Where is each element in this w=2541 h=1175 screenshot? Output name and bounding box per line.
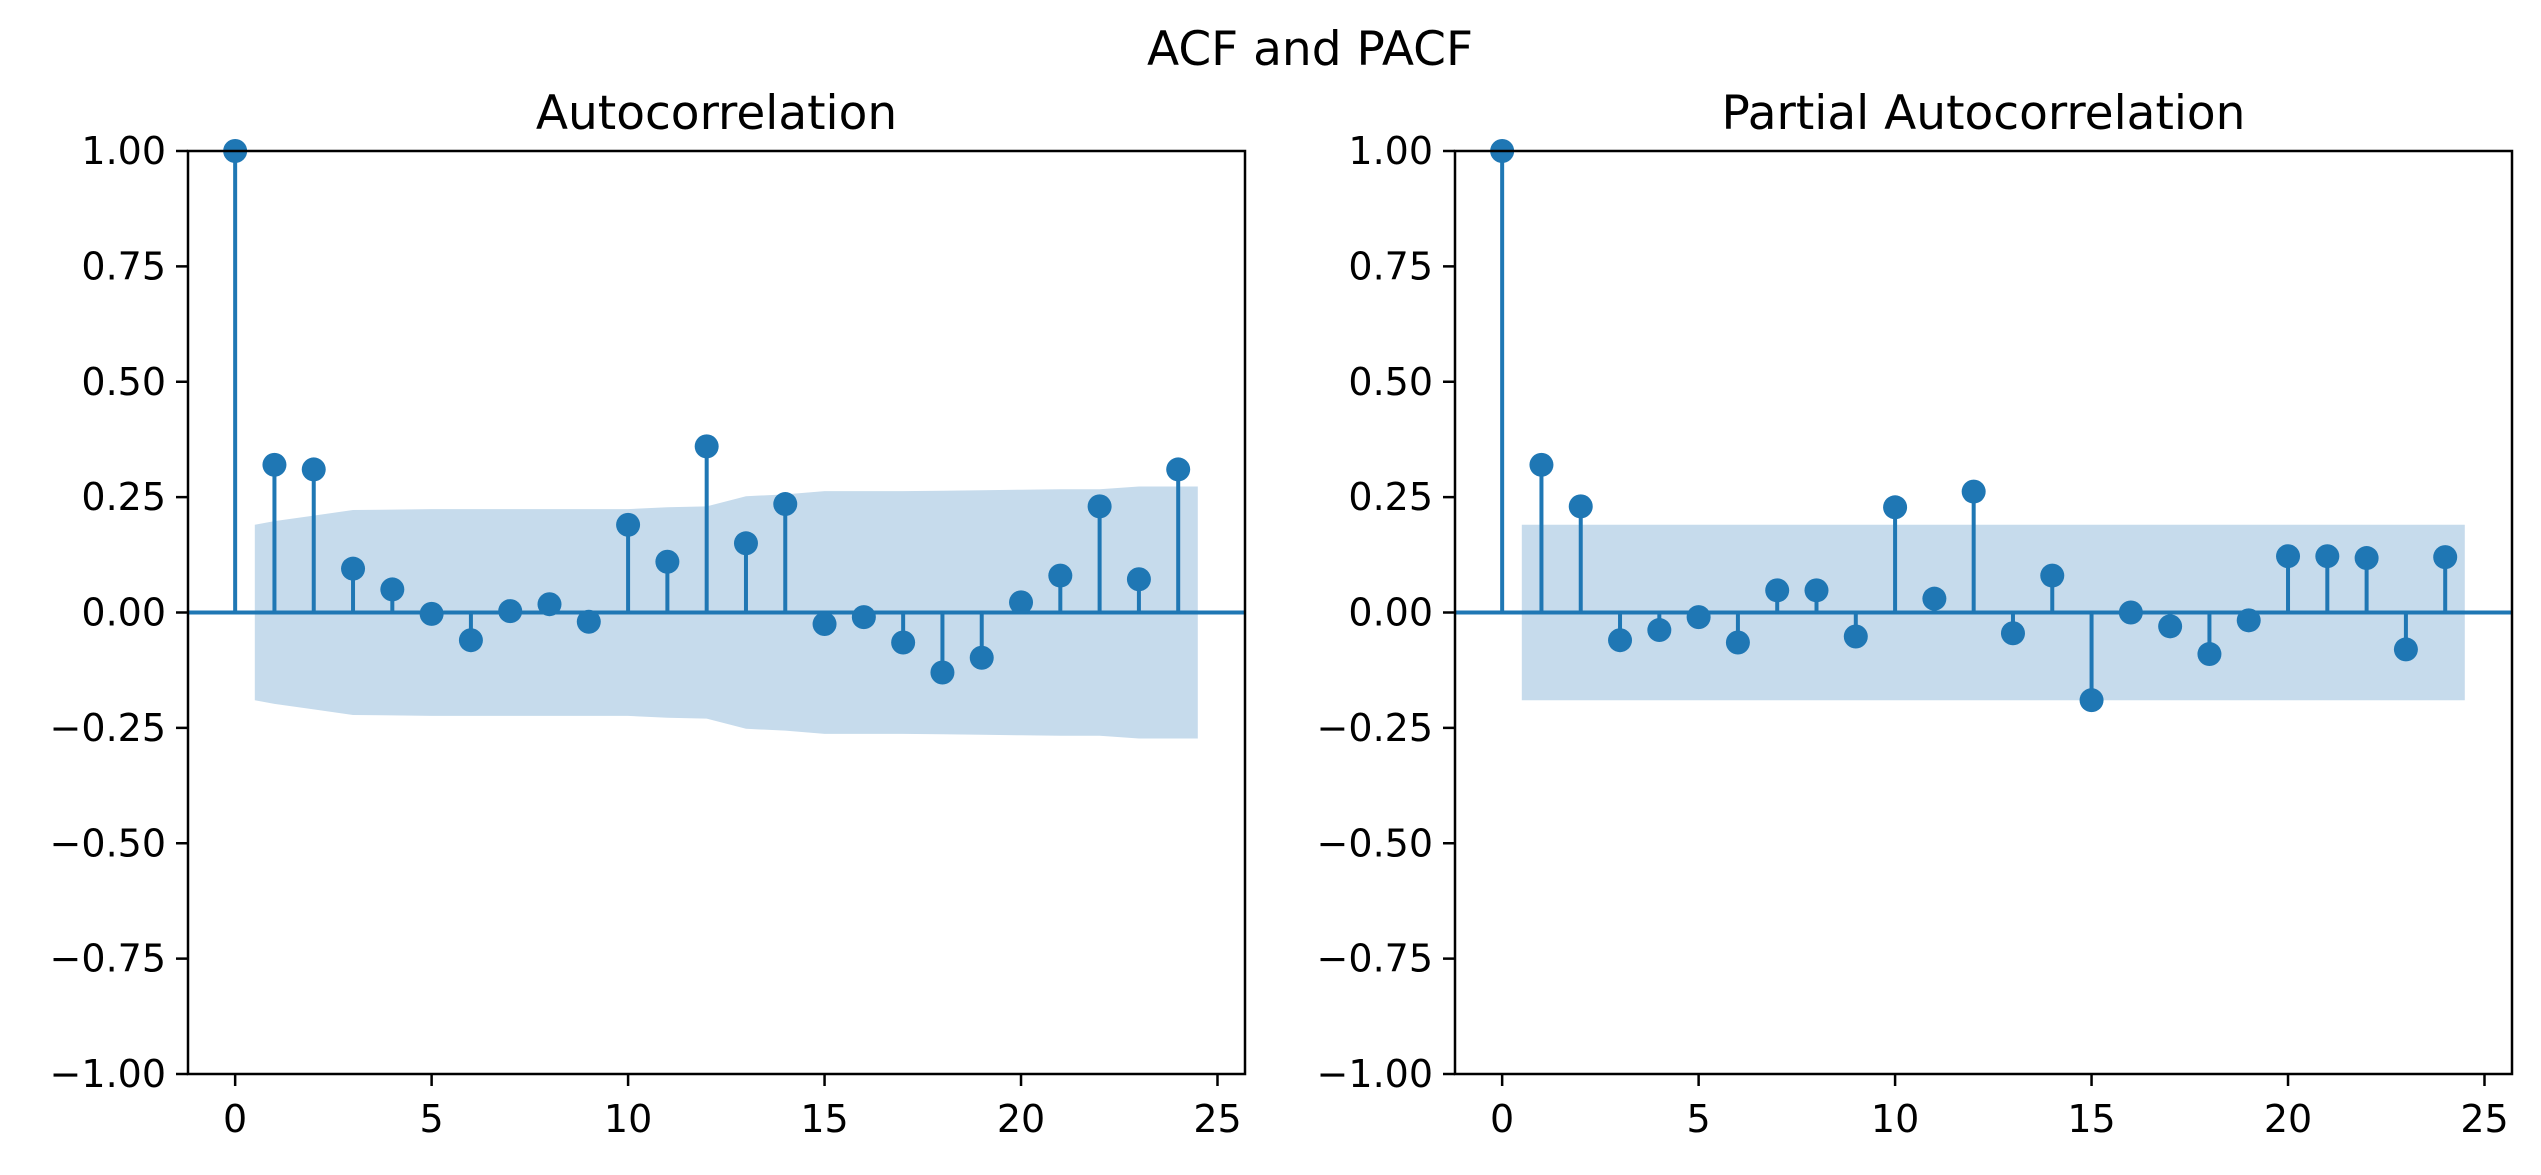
pacf-xtick-label: 20 (2264, 1097, 2312, 1141)
acf-marker-lag-17 (891, 630, 916, 655)
pacf-marker-lag-4 (1647, 618, 1672, 643)
acf-marker-lag-13 (733, 531, 758, 556)
pacf-marker-lag-15 (2079, 688, 2104, 713)
acf-marker-lag-23 (1126, 567, 1151, 592)
pacf-ytick-label: −0.25 (1317, 706, 1433, 750)
acf-marker-lag-18 (930, 660, 955, 685)
pacf-xtick-label: 5 (1687, 1097, 1711, 1141)
pacf-title: Partial Autocorrelation (1722, 86, 2246, 141)
pacf-marker-lag-22 (2354, 546, 2379, 571)
acf-ytick-label: 0.00 (81, 591, 166, 635)
pacf-marker-lag-5 (1686, 605, 1711, 630)
pacf-ytick-label: −0.75 (1317, 937, 1433, 981)
pacf-xtick-label: 0 (1490, 1097, 1514, 1141)
acf-marker-lag-11 (655, 549, 680, 574)
pacf-marker-lag-9 (1843, 624, 1868, 649)
pacf-marker-lag-1 (1529, 452, 1554, 477)
acf-marker-lag-15 (812, 612, 837, 637)
acf-marker-lag-4 (380, 577, 405, 602)
acf-marker-lag-8 (537, 592, 562, 617)
pacf-marker-lag-21 (2315, 544, 2340, 569)
acf-marker-lag-22 (1087, 494, 1112, 519)
acf-marker-lag-2 (301, 457, 326, 482)
pacf-panel: −1.00 −0.75 −0.50 −0.25 0.00 0.25 0.50 0.75 1.00… (1317, 86, 2514, 1141)
acf-xtick-label: 20 (997, 1097, 1045, 1141)
pacf-ytick-label: 0.75 (1348, 244, 1433, 288)
acf-ytick-label: 1.00 (81, 129, 166, 173)
pacf-xtick-label: 15 (2067, 1097, 2115, 1141)
pacf-marker-lag-8 (1804, 578, 1829, 603)
acf-marker-lag-16 (851, 605, 876, 630)
pacf-marker-lag-20 (2276, 544, 2301, 569)
pacf-marker-lag-12 (1961, 479, 1986, 504)
pacf-marker-lag-14 (2040, 563, 2065, 588)
pacf-marker-lag-10 (1883, 495, 1908, 520)
pacf-ytick-label: 0.00 (1348, 591, 1433, 635)
acf-marker-lag-20 (1009, 590, 1034, 615)
pacf-marker-lag-2 (1568, 494, 1593, 519)
pacf-marker-lag-19 (2236, 608, 2261, 633)
acf-marker-lag-7 (498, 599, 523, 624)
pacf-marker-lag-3 (1608, 628, 1633, 653)
acf-marker-lag-3 (341, 556, 366, 581)
acf-xtick-label: 25 (1193, 1097, 1241, 1141)
acf-ytick-label: −0.75 (50, 937, 166, 981)
pacf-ytick-label: −0.50 (1317, 821, 1433, 865)
pacf-xtick-label: 25 (2460, 1097, 2508, 1141)
pacf-ytick-label: −1.00 (1317, 1052, 1433, 1096)
acf-marker-lag-10 (616, 512, 641, 537)
acf-marker-lag-24 (1166, 457, 1191, 482)
acf-xtick-label: 5 (420, 1097, 444, 1141)
pacf-ytick-label: 1.00 (1348, 129, 1433, 173)
pacf-marker-lag-17 (2158, 614, 2183, 639)
acf-ytick-label: 0.25 (81, 475, 166, 519)
pacf-marker-lag-11 (1922, 586, 1947, 611)
acf-marker-lag-5 (419, 601, 444, 626)
acf-ytick-label: −0.50 (50, 821, 166, 865)
acf-panel: −1.00 −0.75 −0.50 −0.25 0.00 0.25 0.50 0.75 1.00… (50, 86, 1247, 1141)
pacf-marker-lag-13 (2000, 621, 2025, 646)
acf-ytick-label: −0.25 (50, 706, 166, 750)
acf-marker-lag-12 (694, 434, 719, 459)
acf-xtick-label: 15 (800, 1097, 848, 1141)
acf-marker-lag-19 (969, 645, 994, 670)
acf-title: Autocorrelation (536, 86, 897, 141)
acf-ytick-label: −1.00 (50, 1052, 166, 1096)
acf-xtick-label: 0 (223, 1097, 247, 1141)
acf-ytick-label: 0.50 (81, 360, 166, 404)
pacf-marker-lag-6 (1725, 630, 1750, 655)
pacf-marker-lag-24 (2433, 545, 2458, 570)
acf-ytick-label: 0.75 (81, 244, 166, 288)
pacf-marker-lag-23 (2393, 637, 2418, 662)
pacf-ytick-label: 0.25 (1348, 475, 1433, 519)
acf-xtick-label: 10 (604, 1097, 652, 1141)
acf-marker-lag-21 (1048, 563, 1073, 588)
acf-marker-lag-14 (773, 492, 798, 517)
pacf-marker-lag-16 (2118, 600, 2143, 625)
pacf-marker-lag-7 (1765, 578, 1790, 603)
acf-marker-lag-9 (576, 609, 601, 634)
figure-title: ACF and PACF (1147, 22, 1473, 77)
pacf-xtick-label: 10 (1871, 1097, 1919, 1141)
pacf-marker-lag-18 (2197, 642, 2222, 667)
acf-marker-lag-1 (262, 452, 287, 477)
acf-marker-lag-6 (458, 628, 483, 653)
pacf-ytick-label: 0.50 (1348, 360, 1433, 404)
